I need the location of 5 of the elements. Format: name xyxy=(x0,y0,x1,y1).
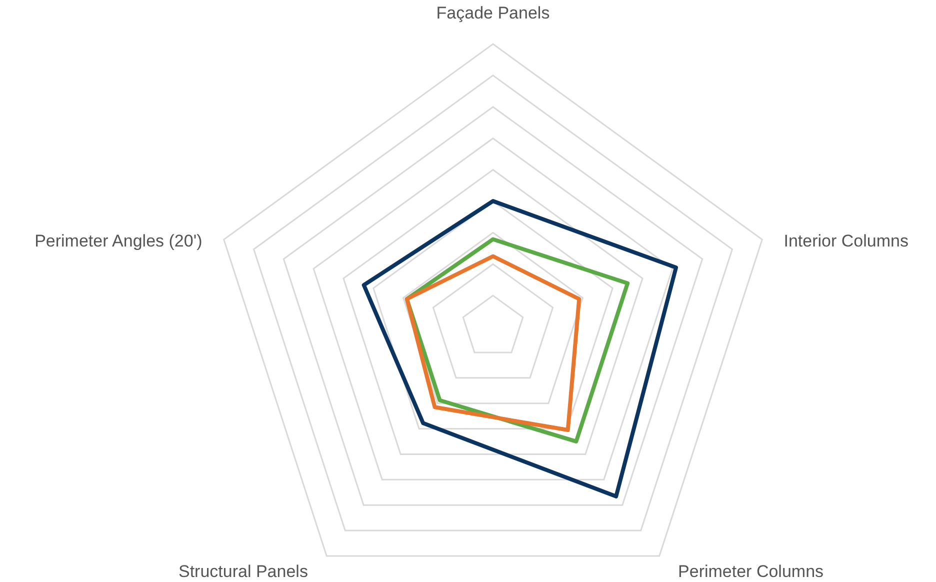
spoke-label: Interior Columns xyxy=(784,232,908,251)
spoke-label: Perimeter Columns xyxy=(678,562,824,581)
spoke-label: Façade Panels xyxy=(436,3,550,22)
spoke-label: Structural Panels xyxy=(178,562,308,581)
spoke-label: Perimeter Angles (20') xyxy=(34,232,202,251)
